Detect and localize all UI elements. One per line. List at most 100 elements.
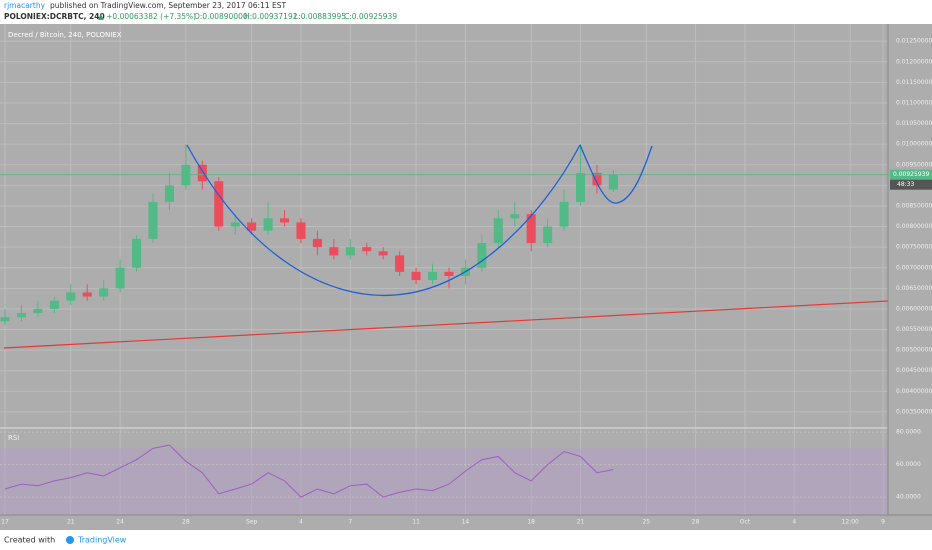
y-tick-label: 0.01150000 (896, 79, 932, 86)
chart-background (0, 24, 932, 530)
candle-body (329, 247, 339, 256)
rsi-line (4, 444, 614, 498)
x-tick-label: Oct (740, 519, 751, 526)
open: O:0.00890000 (194, 12, 248, 21)
x-tick-label: 7 (348, 519, 352, 526)
candle-body (148, 201, 158, 239)
published: published on TradingView.com, September … (50, 1, 287, 10)
high: H:0.00937192 (244, 12, 298, 21)
y-tick-label: 0.00450000 (896, 367, 932, 374)
candle-body (115, 267, 125, 289)
rsi-tick-label: 80.0000 (896, 429, 921, 436)
candle-body (592, 173, 602, 186)
x-tick-label: 21 (577, 519, 585, 526)
candle-body (49, 300, 59, 309)
candle-body (378, 251, 388, 256)
x-tick-label: 4 (792, 519, 796, 526)
rsi-band (0, 448, 888, 514)
x-tick-label: Sep (246, 519, 258, 526)
countdown: 48:33 (897, 181, 914, 188)
y-tick-label: 0.00500000 (896, 347, 932, 354)
candle-body (395, 255, 405, 272)
candle-body (132, 238, 142, 268)
y-tick-label: 0.00700000 (896, 264, 932, 271)
y-tick-label: 0.01050000 (896, 120, 932, 127)
x-tick-label: 28 (182, 519, 190, 526)
x-tick-label: 4 (299, 519, 303, 526)
y-tick-label: 0.00600000 (896, 305, 932, 312)
candle-body (559, 201, 569, 227)
candle-body (197, 164, 207, 182)
change: ▲ +0.00063382 (+7.35%) (98, 12, 196, 21)
candle-body (493, 218, 503, 244)
symbol: POLONIEX:DCRBTC, 240 (4, 12, 105, 21)
candle-body (543, 226, 553, 244)
y-tick-label: 0.00350000 (896, 408, 932, 415)
close: C:0.00925939 (344, 12, 397, 21)
candle-body (296, 222, 306, 239)
candle-body (444, 271, 454, 276)
candle-body (82, 292, 92, 297)
x-tick-label: 24 (116, 519, 124, 526)
y-tick-label: 0.00400000 (896, 388, 932, 395)
candle-body (230, 222, 240, 227)
y-tick-label: 0.01200000 (896, 58, 932, 65)
candle-body (164, 185, 174, 202)
last-price-box (890, 169, 932, 180)
y-tick-label: 0.00850000 (896, 202, 932, 209)
x-tick-label: 21 (67, 519, 75, 526)
candle-body (411, 271, 421, 281)
logo (66, 536, 74, 544)
candle-body (247, 222, 257, 231)
x-tick-label: 17 (1, 519, 9, 526)
y-tick-label: 0.00800000 (896, 223, 932, 230)
candle-body (362, 247, 372, 252)
x-tick-label: 25 (642, 519, 650, 526)
x-tick-label: 9 (881, 519, 885, 526)
symbol-row: POLONIEX:DCRBTC, 240 ▲ +0.00063382 (+7.3… (4, 12, 397, 21)
candle-body (428, 271, 438, 281)
candle-body (263, 218, 273, 231)
y-tick-label: 0.00950000 (896, 161, 932, 168)
y-tick-label: 0.01250000 (896, 38, 932, 45)
candle-body (280, 218, 290, 223)
author[interactable]: rjmacarthy (4, 1, 46, 10)
y-tick-label: 0.00550000 (896, 326, 932, 333)
footer-brand[interactable]: TradingView (77, 536, 127, 545)
y-tick-label: 0.00650000 (896, 285, 932, 292)
footer-text: Created with (4, 536, 55, 545)
candle-body (33, 308, 43, 314)
candle-body (345, 247, 355, 256)
footer (0, 530, 932, 550)
y-tick-label: 0.01000000 (896, 141, 932, 148)
x-tick-label: 12:00 (842, 519, 859, 526)
x-tick-label: 18 (527, 519, 535, 526)
x-tick-label: 11 (412, 519, 420, 526)
candle-body (16, 313, 26, 318)
grid (0, 24, 888, 515)
x-tick-label: 14 (462, 519, 470, 526)
candle-body (66, 292, 76, 301)
candle-body (312, 238, 322, 248)
low: L:0.00883995 (294, 12, 346, 21)
candle-body (510, 214, 520, 219)
candle-body (477, 243, 487, 268)
trend-line (3, 300, 889, 349)
chart-title: Decred / Bitcoin, 240, POLONIEX (8, 31, 122, 39)
x-tick-label: 28 (692, 519, 700, 526)
rsi-title: RSI (8, 434, 19, 442)
plot (0, 144, 888, 498)
candle-body (99, 288, 109, 297)
rsi-tick-label: 60.0000 (896, 461, 921, 468)
cup-drawing (186, 144, 581, 297)
candle-body (608, 174, 618, 190)
y-tick-label: 0.00750000 (896, 244, 932, 251)
last-price-label: 0.00925939 (893, 171, 929, 178)
handle-drawing (579, 144, 653, 204)
countdown-box (890, 179, 932, 190)
y-tick-label: 0.01100000 (896, 99, 932, 106)
candle-body (526, 214, 536, 244)
rsi-tick-label: 40.0000 (896, 494, 921, 501)
candle-body (214, 181, 224, 227)
